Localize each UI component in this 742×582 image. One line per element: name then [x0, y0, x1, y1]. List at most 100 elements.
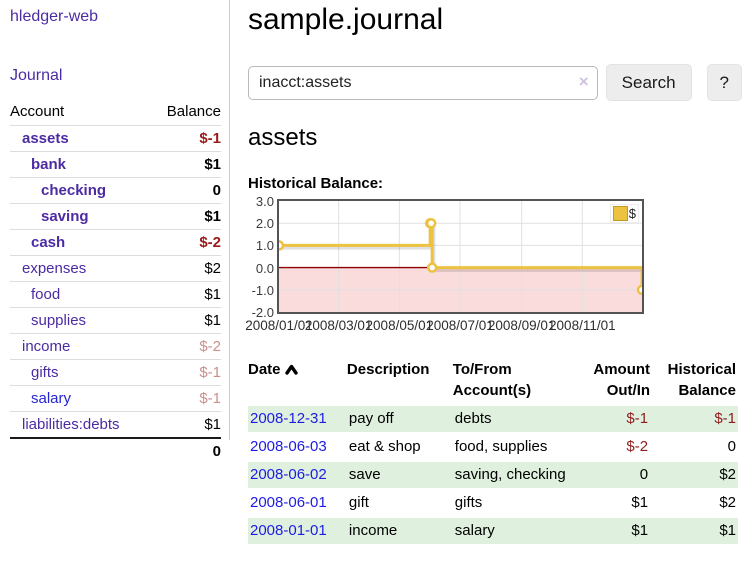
account-link[interactable]: gifts [31, 364, 59, 381]
account-link[interactable]: food [31, 286, 61, 303]
account-balance: $-1 [151, 359, 221, 386]
register-header-balance: Historical Balance [667, 361, 736, 399]
legend-label: $ [628, 206, 636, 221]
transaction-date-link[interactable]: 2008-06-03 [250, 438, 327, 455]
account-row: cash $-2 [10, 229, 221, 256]
register-header-description: Description [346, 361, 430, 378]
account-link[interactable]: saving [41, 208, 89, 225]
chart-title: Historical Balance: [248, 175, 384, 192]
register-cell-amount: $1 [631, 494, 649, 511]
account-link[interactable]: salary [31, 390, 72, 407]
account-balance: $-1 [151, 125, 221, 152]
x-axis-tick-label: 2008/03/01 [304, 318, 373, 333]
search-bar: × Search ? [248, 64, 742, 101]
nav-journal-link[interactable]: Journal [10, 67, 63, 84]
x-axis-tick-label: 2008/01/01 [245, 318, 313, 333]
chart-legend: $ [609, 204, 639, 223]
accounts-header-balance: Balance [166, 103, 221, 120]
transaction-date-link[interactable]: 2008-06-01 [250, 494, 327, 511]
search-button[interactable]: Search [605, 64, 692, 101]
register-cell-accounts: saving, checking [452, 462, 594, 488]
account-heading: assets [248, 124, 318, 151]
account-balance: $1 [151, 307, 221, 334]
chart-plot-area: $ [277, 199, 644, 314]
account-balance: $-1 [151, 385, 221, 412]
accounts-table-body: assets $-1 bank $1 checking 0 saving $1 cash $-2 e… [10, 125, 221, 438]
register-cell-description: pay off [346, 406, 453, 432]
sidebar: hledger-web Journal Account Balance asse… [0, 0, 230, 464]
accounts-table: Account Balance assets $-1 bank $1 checking 0… [10, 100, 221, 464]
register-cell-date: 2008-06-01 [248, 490, 347, 516]
register-cell-date: 2008-01-01 [248, 518, 347, 544]
transaction-date-link[interactable]: 2008-12-31 [250, 410, 327, 427]
account-link[interactable]: expenses [22, 260, 87, 277]
account-row: income $-2 [10, 333, 221, 360]
account-balance: $-2 [151, 229, 221, 256]
account-link[interactable]: checking [41, 182, 107, 199]
register-header-row: Date Description To/From Account(s) Amou… [248, 357, 738, 404]
register-cell-accounts: food, supplies [454, 438, 548, 455]
register-cell-balance: $-1 [658, 406, 738, 432]
account-link[interactable]: income [22, 338, 71, 355]
account-row: saving $1 [10, 203, 221, 230]
account-link[interactable]: supplies [31, 312, 87, 329]
accounts-total-row: 0 [10, 437, 221, 464]
clear-search-icon[interactable]: × [578, 71, 589, 91]
data-point [279, 240, 285, 251]
register-cell-description: income [346, 518, 453, 544]
x-axis-tick-label: 2008/09/01 [487, 318, 556, 333]
account-row: salary $-1 [10, 385, 221, 412]
register-row: 2008-12-31 pay off debts $-1 $-1 [248, 406, 738, 432]
register-cell-amount: 0 [593, 462, 659, 488]
account-link[interactable]: assets [22, 130, 69, 147]
register-cell-amount: $1 [593, 518, 659, 544]
data-point [425, 217, 437, 229]
balance-chart: 3.0 2.0 1.0 0.0 -1.0 -2.0 $ 2008/01/01 2008/03… [245, 194, 742, 337]
account-link[interactable]: liabilities:debts [22, 416, 120, 433]
transaction-date-link[interactable]: 2008-06-02 [250, 466, 327, 483]
account-row: checking 0 [10, 177, 221, 204]
y-axis-tick-label: -1.0 [251, 282, 274, 298]
account-row: food $1 [10, 281, 221, 308]
account-balance: $1 [151, 203, 221, 230]
x-axis-tick-label: 2008/07/01 [426, 318, 494, 333]
register-cell-date: 2008-12-31 [248, 406, 347, 432]
account-row: gifts $-1 [10, 359, 221, 386]
account-balance: $1 [151, 411, 221, 438]
transaction-date-link[interactable]: 2008-01-01 [250, 522, 327, 539]
register-cell-amount: $-2 [626, 438, 649, 455]
y-axis-tick-label: -2.0 [251, 305, 274, 320]
register-row: 2008-01-01 income salary $1 $1 [248, 518, 738, 544]
search-help-button[interactable]: ? [706, 64, 742, 101]
accounts-total-value: 0 [151, 437, 221, 464]
register-cell-description: save [346, 462, 453, 488]
account-link[interactable]: cash [31, 234, 66, 251]
account-balance: 0 [151, 177, 221, 204]
account-balance: $1 [151, 281, 221, 308]
register-header-date[interactable]: Date [248, 357, 347, 404]
account-row: assets $-1 [10, 125, 221, 152]
register-cell-balance: $2 [658, 462, 738, 488]
y-axis-tick-label: 3.0 [255, 194, 274, 209]
search-input[interactable] [248, 65, 598, 100]
register-row: 2008-06-03 eat & shop food, supplies $-2 0 [248, 434, 738, 460]
chart-canvas [279, 201, 642, 312]
accounts-header-account: Account [10, 103, 65, 120]
register-row: 2008-06-01 gift gifts $1 $2 [248, 490, 738, 516]
account-link[interactable]: bank [31, 156, 67, 173]
register-cell-balance: $2 [719, 494, 736, 511]
register-header-accounts: To/From Account(s) [452, 361, 532, 399]
register-cell-accounts: gifts [454, 494, 483, 511]
account-row: expenses $2 [10, 255, 221, 282]
search-input-wrap: × [248, 65, 598, 100]
register-cell-balance: 0 [727, 438, 736, 455]
x-axis-tick-label: 2008/05/01 [365, 318, 434, 333]
app-title-link[interactable]: hledger-web [10, 8, 99, 25]
register-header-date-label: Date [248, 361, 281, 378]
account-balance: $2 [151, 255, 221, 282]
y-axis-tick-label: 1.0 [255, 238, 274, 254]
account-row: supplies $1 [10, 307, 221, 334]
register-header-amount: Amount Out/In [593, 361, 651, 399]
register-cell-balance: $1 [658, 518, 738, 544]
account-row: bank $1 [10, 151, 221, 178]
